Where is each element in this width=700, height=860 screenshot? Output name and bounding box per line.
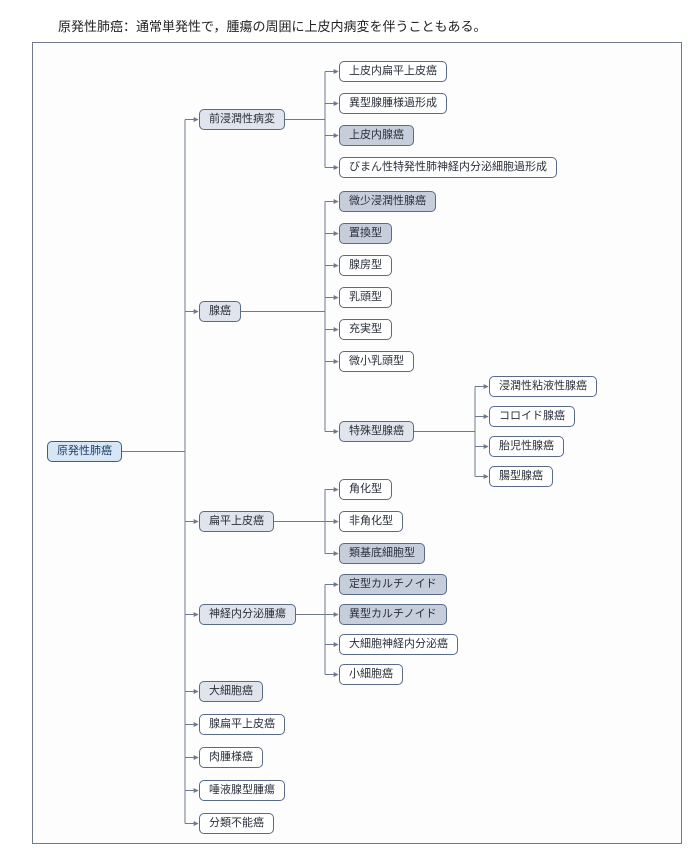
- node-ne4: 小細胞癌: [339, 664, 403, 685]
- node-sq2: 非角化型: [339, 511, 403, 532]
- node-sp1: 浸潤性粘液性腺癌: [489, 376, 597, 397]
- node-sp4: 腸型腺癌: [489, 466, 553, 487]
- node-ad1: 微少浸潤性腺癌: [339, 191, 436, 212]
- node-ne: 神経内分泌腫瘍: [199, 604, 296, 625]
- node-sarc: 肉腫様癌: [199, 747, 263, 768]
- node-pre1: 上皮内扁平上皮癌: [339, 61, 447, 82]
- node-ad6: 微小乳頭型: [339, 351, 414, 372]
- node-sp2: コロイド腺癌: [489, 406, 575, 427]
- node-ad7: 特殊型腺癌: [339, 421, 414, 442]
- diagram-panel: 原発性肺癌 前浸潤性病変腺癌扁平上皮癌神経内分泌腫瘍大細胞癌腺扁平上皮癌肉腫様癌唾…: [32, 42, 682, 844]
- diagram-frame: 原発性肺癌：通常単発性で，腫瘍の周囲に上皮内病変を伴うこともある。 原発性肺癌 前…: [0, 0, 700, 860]
- node-ad5: 充実型: [339, 319, 392, 340]
- node-large: 大細胞癌: [199, 681, 263, 702]
- node-sp3: 胎児性腺癌: [489, 436, 564, 457]
- node-sq3: 類基底細胞型: [339, 543, 425, 564]
- node-pre2: 異型腺腫様過形成: [339, 93, 447, 114]
- node-ad2: 置換型: [339, 223, 392, 244]
- node-ad4: 乳頭型: [339, 287, 392, 308]
- node-sal: 唾液腺型腫瘍: [199, 780, 285, 801]
- node-pre4: びまん性特発性肺神経内分泌細胞過形成: [339, 157, 557, 178]
- node-adeno: 腺癌: [199, 301, 241, 322]
- node-sq1: 角化型: [339, 479, 392, 500]
- node-pre3: 上皮内腺癌: [339, 125, 414, 146]
- description-text: 原発性肺癌：通常単発性で，腫瘍の周囲に上皮内病変を伴うこともある。: [58, 16, 486, 35]
- node-uncls: 分類不能癌: [199, 813, 274, 834]
- node-root: 原発性肺癌: [47, 441, 122, 462]
- node-sq: 扁平上皮癌: [199, 511, 274, 532]
- node-ne2: 異型カルチノイド: [339, 604, 447, 625]
- node-ne3: 大細胞神経内分泌癌: [339, 634, 458, 655]
- node-ad3: 腺房型: [339, 255, 392, 276]
- node-pre: 前浸潤性病変: [199, 109, 285, 130]
- node-ne1: 定型カルチノイド: [339, 574, 447, 595]
- node-adsq: 腺扁平上皮癌: [199, 714, 285, 735]
